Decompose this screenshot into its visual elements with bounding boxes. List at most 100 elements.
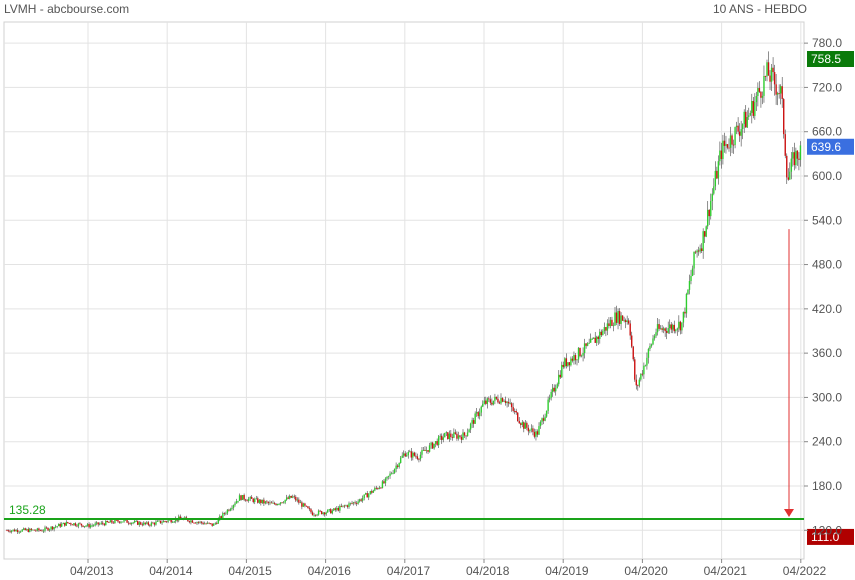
candle-up	[190, 520, 192, 523]
candle-down	[415, 455, 417, 457]
overlay: 135.28 758.5 639.6 111.0	[4, 51, 854, 545]
candle-down	[153, 522, 156, 525]
chart-period-label: 10 ANS - HEBDO	[712, 2, 807, 16]
candle-down	[295, 496, 297, 501]
y-tick-label: 180.0	[812, 479, 842, 493]
candle-down	[290, 495, 292, 498]
candle-down	[337, 507, 340, 511]
candle-down	[773, 72, 776, 85]
candle-down	[497, 398, 499, 403]
candle-down	[27, 529, 29, 532]
candle-down	[340, 505, 343, 507]
candle-down	[257, 498, 259, 503]
candle-up	[763, 76, 765, 96]
candle-down	[281, 502, 283, 504]
candle-up	[719, 150, 721, 162]
candle-down	[424, 449, 426, 451]
candle-down	[517, 412, 519, 421]
candle-up	[457, 435, 460, 439]
candle-up	[588, 342, 590, 344]
candle-down	[781, 86, 783, 99]
candle-down	[266, 501, 268, 503]
candle-up	[640, 373, 642, 380]
candle-up	[682, 311, 685, 323]
candle-up	[755, 96, 758, 103]
y-tick-label: 300.0	[812, 390, 842, 404]
candle-up	[471, 420, 473, 424]
candle-down	[88, 524, 90, 528]
candle-down	[504, 400, 507, 403]
candle-down	[323, 512, 326, 515]
candle-up	[386, 476, 388, 479]
x-tick-label: 04/2019	[545, 564, 589, 578]
candle-down	[553, 387, 555, 392]
candle-down	[726, 144, 729, 148]
candle-down	[371, 491, 373, 493]
candle-up	[707, 209, 709, 227]
candle-down	[24, 528, 26, 531]
y-tick-label: 240.0	[812, 435, 842, 449]
candle-up	[466, 432, 469, 437]
candle-up	[48, 529, 51, 531]
candle-up	[506, 401, 508, 403]
candle-up	[120, 521, 122, 523]
candle-down	[629, 323, 631, 336]
y-tick-label: 660.0	[812, 125, 842, 139]
candle-down	[664, 328, 666, 332]
candle-down	[441, 435, 443, 440]
candle-up	[229, 509, 232, 511]
candle-up	[167, 520, 169, 522]
candle-down	[377, 488, 379, 489]
candle-up	[32, 529, 34, 531]
candle-down	[38, 528, 40, 531]
candle-up	[374, 487, 376, 491]
candle-up	[282, 502, 285, 504]
candle-up	[539, 421, 542, 427]
candle-up	[483, 400, 485, 404]
candle-down	[413, 452, 416, 456]
candle-down	[205, 523, 207, 525]
candle-down	[320, 511, 323, 515]
candle-down	[745, 111, 747, 128]
y-tick-label: 600.0	[812, 169, 842, 183]
candle-up	[225, 513, 227, 515]
candle-down	[103, 523, 105, 526]
candle-down	[769, 75, 771, 82]
candle-up	[168, 519, 171, 521]
candle-down	[64, 522, 66, 526]
candle-up	[345, 505, 347, 507]
candle-down	[216, 523, 218, 524]
candle-down	[798, 158, 800, 160]
candle-down	[658, 324, 660, 329]
candle-up	[586, 343, 589, 346]
candle-up	[596, 336, 598, 343]
candle-up	[544, 416, 546, 421]
grid	[4, 22, 804, 559]
candle-down	[631, 335, 633, 347]
candle-down	[80, 523, 83, 526]
candle-up	[348, 503, 350, 507]
candle-up	[238, 495, 241, 501]
candle-up	[299, 502, 302, 504]
candle-down	[758, 88, 761, 92]
candle-down	[115, 519, 118, 521]
y-tick-label: 540.0	[812, 213, 842, 227]
candle-up	[100, 522, 102, 524]
candle-up	[339, 505, 341, 511]
candle-up	[237, 500, 239, 502]
candle-up	[582, 352, 584, 356]
candle-down	[243, 494, 245, 500]
candle-down	[559, 374, 561, 378]
candle-up	[547, 399, 549, 411]
candle-down	[608, 323, 610, 327]
candle-down	[33, 529, 36, 531]
candle-up	[15, 530, 17, 532]
x-tick-label: 04/2016	[308, 564, 352, 578]
candle-up	[392, 472, 394, 474]
candle-down	[267, 502, 270, 504]
candle-down	[697, 250, 700, 252]
candle-down	[778, 93, 780, 94]
flag-high-label: 758.5	[811, 52, 841, 66]
candle-up	[352, 502, 355, 504]
